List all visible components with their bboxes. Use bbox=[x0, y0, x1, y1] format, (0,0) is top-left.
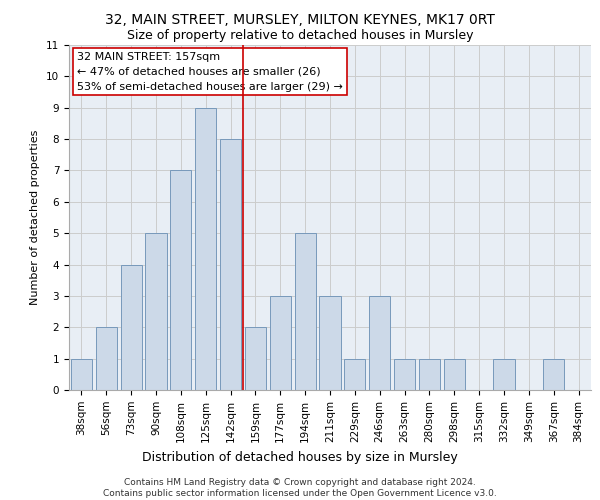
Bar bbox=[319, 296, 341, 390]
Bar bbox=[344, 358, 365, 390]
Bar bbox=[543, 358, 564, 390]
Bar bbox=[295, 233, 316, 390]
Bar bbox=[220, 139, 241, 390]
Bar bbox=[145, 233, 167, 390]
Bar bbox=[369, 296, 390, 390]
Bar bbox=[493, 358, 515, 390]
Bar bbox=[245, 328, 266, 390]
Bar bbox=[419, 358, 440, 390]
Bar bbox=[170, 170, 191, 390]
Bar bbox=[270, 296, 291, 390]
Text: Size of property relative to detached houses in Mursley: Size of property relative to detached ho… bbox=[127, 29, 473, 42]
Bar bbox=[71, 358, 92, 390]
Text: 32 MAIN STREET: 157sqm
← 47% of detached houses are smaller (26)
53% of semi-det: 32 MAIN STREET: 157sqm ← 47% of detached… bbox=[77, 52, 343, 92]
Bar bbox=[96, 328, 117, 390]
Text: 32, MAIN STREET, MURSLEY, MILTON KEYNES, MK17 0RT: 32, MAIN STREET, MURSLEY, MILTON KEYNES,… bbox=[105, 12, 495, 26]
Bar bbox=[121, 264, 142, 390]
Bar bbox=[394, 358, 415, 390]
Text: Distribution of detached houses by size in Mursley: Distribution of detached houses by size … bbox=[142, 451, 458, 464]
Bar bbox=[444, 358, 465, 390]
Y-axis label: Number of detached properties: Number of detached properties bbox=[31, 130, 40, 305]
Bar bbox=[195, 108, 216, 390]
Text: Contains HM Land Registry data © Crown copyright and database right 2024.
Contai: Contains HM Land Registry data © Crown c… bbox=[103, 478, 497, 498]
